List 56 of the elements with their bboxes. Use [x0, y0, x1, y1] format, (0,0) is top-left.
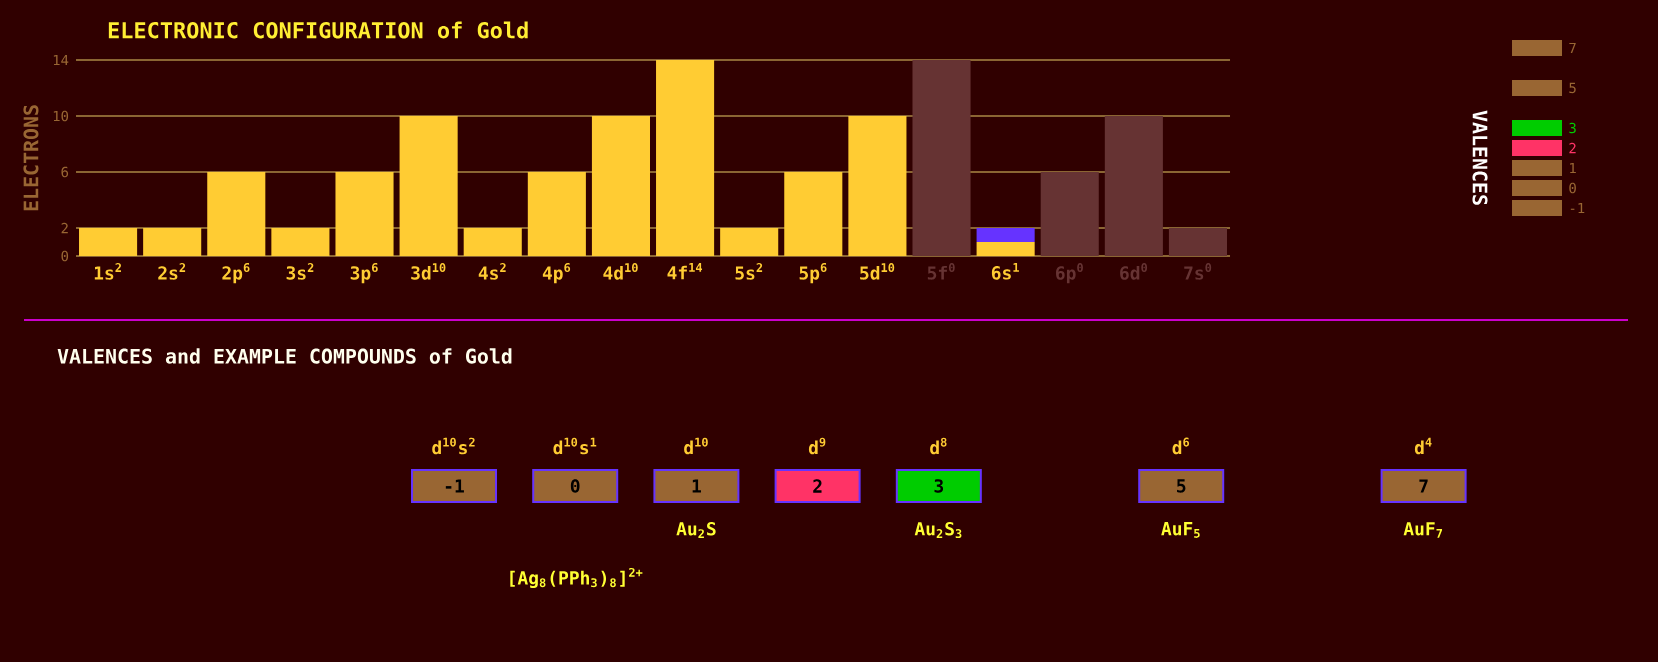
data-label: 2 — [813, 479, 822, 493]
legend-title: VALENCES — [1472, 110, 1488, 205]
x-tick-label: 4p$^{6}$ — [542, 263, 571, 284]
data-label: 7 — [1419, 479, 1428, 493]
bar — [207, 171, 266, 256]
bar — [79, 227, 138, 256]
bar — [271, 227, 330, 256]
x-tick-label: 3d$^{10}$ — [411, 263, 446, 280]
x-tick-label: 4f$^{14}$ — [667, 263, 703, 280]
category-label: d$^{10}$s$^{1}$ — [553, 437, 597, 455]
text: AuF$_{7}$ — [1403, 522, 1443, 538]
text: VALENCES and EXAMPLE COMPOUNDS of Gold — [57, 348, 512, 364]
x-tick-label: 4d$^{10}$ — [603, 263, 638, 280]
text: AuF$_{5}$ — [1161, 522, 1200, 538]
x-tick-label: 2p$^{6}$ — [222, 263, 250, 284]
text: [Ag$_{8}$(PPh$_{3}$)$_{8}$]$^{2+}$ — [510, 567, 643, 589]
bar — [335, 171, 394, 256]
bar — [976, 241, 1035, 256]
x-tick-label: 3p$^{6}$ — [350, 263, 378, 284]
bar — [463, 227, 522, 256]
text: Au$_{2}$S — [676, 521, 716, 538]
data-label: 1 — [692, 479, 701, 493]
chart-title: ELECTRONIC CONFIGURATION of Gold — [108, 21, 528, 39]
category-label: d$^{9}$ — [808, 437, 826, 455]
x-tick-label: 6s$^{1}$ — [991, 263, 1019, 280]
category-label: d$^{10}$s$^{2}$ — [432, 437, 475, 455]
bar — [399, 115, 458, 256]
bar — [720, 227, 779, 256]
data-label: 5 — [1177, 479, 1186, 493]
bar — [527, 171, 586, 256]
x-tick-label: 5p$^{6}$ — [799, 263, 827, 284]
bar — [1040, 171, 1099, 256]
category-label: d$^{6}$ — [1172, 437, 1190, 455]
x-tick-label: 2s$^{2}$ — [158, 263, 186, 280]
bar — [1104, 115, 1163, 256]
x-tick-label: 5d$^{10}$ — [860, 263, 895, 280]
bar — [656, 59, 715, 256]
category-label: d$^{8}$ — [930, 437, 947, 455]
x-tick-label: 1s$^{2}$ — [94, 263, 121, 280]
x-tick-label: 3s$^{2}$ — [286, 263, 314, 280]
bar — [784, 171, 843, 256]
category-label: d$^{4}$ — [1414, 437, 1432, 455]
category-label: d$^{10}$ — [684, 437, 708, 455]
bar — [976, 227, 1035, 242]
bar — [591, 115, 650, 256]
bar — [143, 227, 202, 256]
x-tick-label: 5s$^{2}$ — [735, 263, 763, 280]
text: Au$_{2}$S$_{3}$ — [914, 521, 962, 539]
x-tick-label: 4s$^{2}$ — [478, 263, 506, 280]
bar — [1168, 227, 1228, 256]
data-label: -1 — [445, 479, 464, 493]
data-label: 3 — [934, 479, 944, 493]
bar — [912, 59, 971, 256]
data-label: 0 — [570, 479, 580, 493]
y-axis-title: ELECTRONS — [23, 105, 39, 211]
bar — [848, 115, 907, 256]
